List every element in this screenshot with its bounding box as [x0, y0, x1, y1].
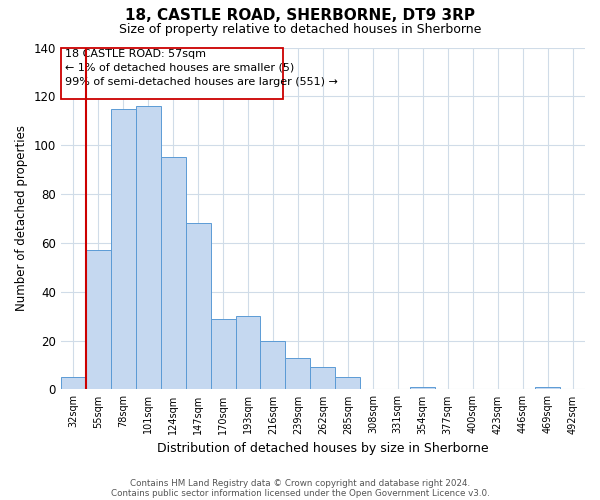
Bar — [161, 158, 185, 390]
Bar — [211, 318, 236, 390]
Bar — [61, 377, 86, 390]
Bar — [335, 377, 361, 390]
X-axis label: Distribution of detached houses by size in Sherborne: Distribution of detached houses by size … — [157, 442, 489, 455]
Bar — [236, 316, 260, 390]
Text: 18, CASTLE ROAD, SHERBORNE, DT9 3RP: 18, CASTLE ROAD, SHERBORNE, DT9 3RP — [125, 8, 475, 22]
Bar — [310, 368, 335, 390]
Bar — [286, 358, 310, 390]
Text: Size of property relative to detached houses in Sherborne: Size of property relative to detached ho… — [119, 22, 481, 36]
Bar — [61, 48, 283, 99]
Bar — [136, 106, 161, 390]
Bar — [185, 224, 211, 390]
Text: Contains HM Land Registry data © Crown copyright and database right 2024.: Contains HM Land Registry data © Crown c… — [130, 478, 470, 488]
Text: 18 CASTLE ROAD: 57sqm
← 1% of detached houses are smaller (5)
99% of semi-detach: 18 CASTLE ROAD: 57sqm ← 1% of detached h… — [65, 48, 337, 86]
Bar — [260, 340, 286, 390]
Y-axis label: Number of detached properties: Number of detached properties — [15, 126, 28, 312]
Bar — [535, 387, 560, 390]
Bar — [86, 250, 111, 390]
Text: Contains public sector information licensed under the Open Government Licence v3: Contains public sector information licen… — [110, 488, 490, 498]
Bar — [111, 108, 136, 390]
Bar — [410, 387, 435, 390]
